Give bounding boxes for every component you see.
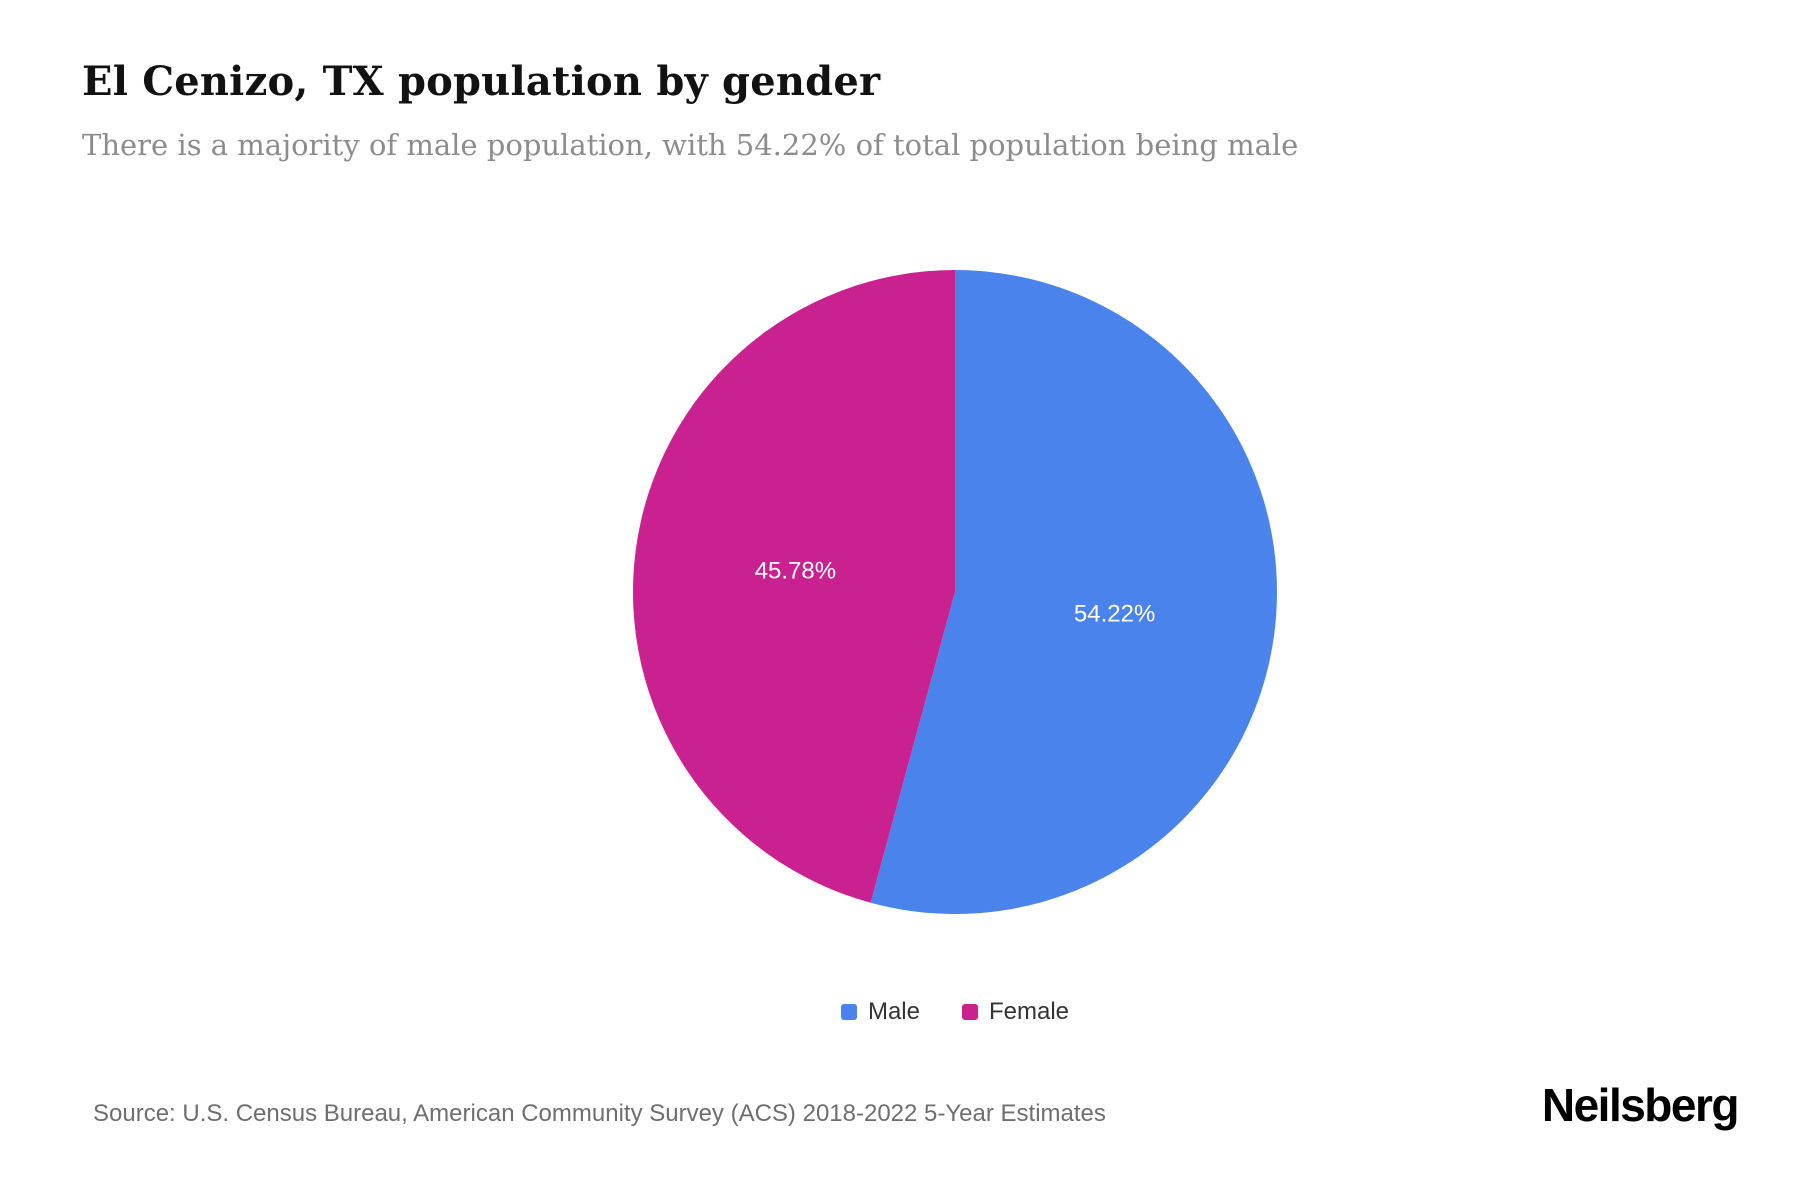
legend-label-male: Male [867, 998, 920, 1025]
pie-chart: 54.22% 45.78% [632, 270, 1277, 914]
page-title: El Cenizo, TX population by gender [82, 58, 881, 105]
pie-slice-label-female: 45.78% [755, 558, 836, 585]
pie-slice-female[interactable] [632, 270, 955, 903]
legend-label-female: Female [989, 998, 1070, 1025]
source-note: Source: U.S. Census Bureau, American Com… [93, 1100, 1106, 1127]
legend-item-female[interactable]: Female [962, 998, 1069, 1026]
legend-item-male[interactable]: Male [840, 998, 920, 1026]
legend-swatch-female [962, 1004, 978, 1020]
page-subtitle: There is a majority of male population, … [82, 128, 1299, 162]
brand-logo: Neilsberg [1541, 1079, 1740, 1131]
legend-swatch-male [840, 1004, 857, 1020]
chart-legend: Male Female [605, 998, 1305, 1026]
pie-slice-label-male: 54.22% [1074, 600, 1155, 627]
pie-slice-male[interactable] [870, 270, 1277, 914]
